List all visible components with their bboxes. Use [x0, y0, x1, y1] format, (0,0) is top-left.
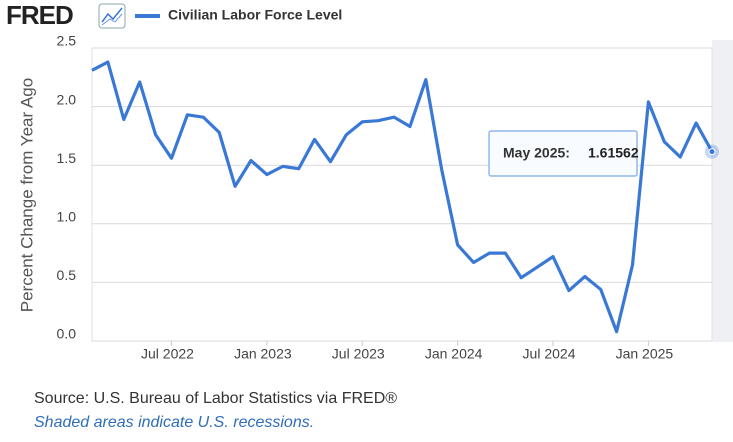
x-tick-label: Jul 2022 — [141, 346, 194, 362]
tooltip-value: 1.61562 — [588, 145, 639, 161]
x-tick-label: Jul 2024 — [523, 346, 576, 362]
x-tick-label: Jan 2023 — [234, 346, 292, 362]
y-tick-label: 2.5 — [57, 33, 77, 49]
x-tick-label: Jan 2025 — [616, 346, 674, 362]
data-line — [91, 60, 714, 334]
y-tick-label: 1.5 — [57, 150, 77, 166]
y-axis-label: Percent Change from Year Ago — [17, 78, 36, 312]
y-tick-label: 1.0 — [57, 209, 77, 225]
frame-strip — [712, 40, 733, 342]
y-tick-label: 2.0 — [57, 91, 77, 107]
y-tick-label: 0.0 — [57, 326, 77, 342]
hover-point — [708, 148, 716, 156]
source: Source: U.S. Bureau of Labor Statistics … — [34, 390, 397, 407]
recession-note: Shaded areas indicate U.S. recessions. — [34, 414, 314, 431]
y-tick-label: 0.5 — [57, 267, 77, 283]
x-tick-label: Jan 2024 — [425, 346, 483, 362]
legend-label: Civilian Labor Force Level — [168, 7, 342, 23]
x-tick-label: Jul 2023 — [332, 346, 385, 362]
tooltip-box — [488, 130, 638, 177]
plot: 0.0 0.5 1.0 1.5 2.0 2.5 Jul 2022 Jan 2023 Jul 20… — [57, 33, 719, 362]
tooltip: May 2025: 1.61562 — [488, 130, 639, 177]
tooltip-label: May 2025: — [503, 145, 570, 161]
logo-icon — [98, 3, 126, 29]
logo: FRED — [6, 0, 73, 30]
